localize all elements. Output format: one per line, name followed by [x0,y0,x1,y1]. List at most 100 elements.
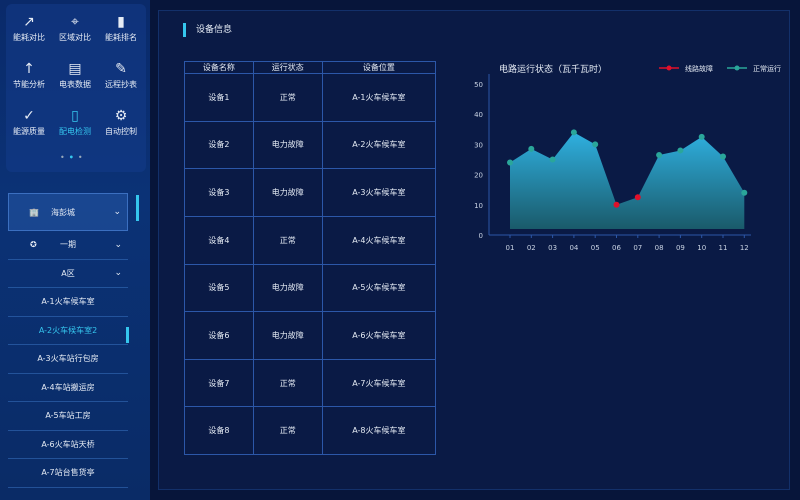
x-tick-label: 06 [612,244,621,252]
control-icon: ⚙ [114,108,128,124]
badge-icon: ✪ [30,240,37,250]
x-tick-label: 11 [719,244,728,252]
table-cell: 设备3 [184,168,254,217]
fault-point[interactable] [613,201,620,208]
location-pin-icon: ⌖ [71,14,79,30]
legend-marker [666,65,672,71]
tree-item[interactable]: A-2火车候车室2 [8,317,128,345]
table-row: 设备6 电力故障 A-6火车候车室 [184,311,437,360]
tree-item[interactable]: A-4车站搬运房 [8,374,128,402]
normal-point[interactable] [570,129,577,136]
table-cell: A-2火车候车室 [321,120,437,170]
building-icon: 🏢 [29,207,39,217]
table-cell: 设备5 [184,263,254,313]
menu-item[interactable]: ↑ 节能分析 [6,59,52,90]
chart-title: 电路运行状态（瓦千瓦时） [499,63,607,75]
growth-chart-icon: ↑ [23,61,35,77]
menu-label: 配电检测 [59,127,91,136]
x-tick-label: 09 [676,244,685,252]
menu-label: 能源质量 [13,127,45,136]
menu-label: 节能分析 [13,80,45,89]
table-cell: A-8火车候车室 [321,406,437,455]
legend-label: 线路故障 [685,64,713,73]
trend-line-icon: ↗ [23,14,35,30]
x-tick-label: 01 [506,244,515,252]
city-label: 海彭城 [50,207,75,217]
normal-point[interactable] [528,145,535,152]
y-tick-label: 10 [474,202,483,210]
table-row: 设备4 正常 A-4火车候车室 [184,215,437,265]
menu-item[interactable]: ✓ 能源质量 [6,106,52,137]
menu-item[interactable]: ↗ 能耗对比 [6,12,52,43]
normal-point[interactable] [656,151,663,158]
normal-point[interactable] [507,159,513,166]
table-cell: A-4火车候车室 [321,215,437,265]
main-panel: 设备信息 设备名称 运行状态 设备位置 设备1 正常 A-1火车候车室 设备2 电力故障… [158,10,790,490]
page-dots[interactable]: ••• [60,153,87,162]
zone-label: A区 [61,268,75,278]
menu-item[interactable]: ▯ 配电检测 [52,106,98,137]
chevron-down-icon: ⌄ [113,207,121,217]
menu-label: 自动控制 [105,127,137,136]
table-cell: 设备1 [184,73,254,122]
menu-item[interactable]: ⌖ 区域对比 [52,12,98,43]
table-cell: 设备2 [184,120,254,170]
clipboard-icon: ✎ [115,61,127,77]
fault-point[interactable] [634,194,641,201]
y-tick-label: 40 [474,111,483,119]
y-tick-label: 20 [474,172,483,180]
table-row: 设备1 正常 A-1火车候车室 [184,73,437,122]
table-cell: 设备8 [184,406,254,455]
normal-point[interactable] [720,153,726,160]
table-cell: 正常 [252,358,323,408]
tree-item[interactable]: A-5车站工房 [8,402,128,431]
col-header: 设备位置 [321,61,437,74]
y-tick-label: 30 [474,141,483,149]
page-title: 设备信息 [183,23,232,37]
table-cell: A-5火车候车室 [321,263,437,313]
tree-item[interactable]: A-6火车站天桥 [8,431,128,459]
table-cell: 正常 [252,406,323,455]
menu-item[interactable]: ⚙ 自动控制 [98,106,144,137]
table-row: 设备5 电力故障 A-5火车候车室 [184,263,437,313]
x-tick-label: 02 [527,244,536,252]
normal-point[interactable] [677,147,684,154]
normal-point[interactable] [592,141,599,148]
area-series [510,132,745,229]
table-row: 设备7 正常 A-7火车候车室 [184,358,437,408]
table-cell: 正常 [252,73,323,122]
menu-label: 电表数据 [59,80,91,89]
col-header: 设备名称 [184,61,254,74]
table-cell: 设备4 [184,215,254,265]
table-header: 设备名称 运行状态 设备位置 [184,61,437,74]
table-cell: A-6火车候车室 [321,311,437,360]
tree-item[interactable]: A-3火车站行包房 [8,345,128,374]
left-panel: ↗ 能耗对比 ⌖ 区域对比 ▮ 能耗排名 ↑ 节能分析 ▤ 电表数据 ✎ 远程抄表 ✓ 能源质量 ▯ 配电检测… [0,0,150,500]
scrollbar[interactable] [136,195,139,221]
menu-item[interactable]: ▤ 电表数据 [52,59,98,90]
normal-point[interactable] [549,156,556,163]
tree-city[interactable]: 🏢 海彭城 ⌄ [8,193,128,231]
normal-point[interactable] [698,133,705,140]
x-tick-label: 07 [633,244,642,252]
menu-item[interactable]: ✎ 远程抄表 [98,59,144,90]
table-row: 设备8 正常 A-8火车候车室 [184,406,437,455]
normal-point[interactable] [741,189,748,196]
tree-item[interactable]: A-7站台售货亭 [8,459,128,488]
phase-label: 一期 [60,240,76,250]
function-menu: ↗ 能耗对比 ⌖ 区域对比 ▮ 能耗排名 ↑ 节能分析 ▤ 电表数据 ✎ 远程抄表 ✓ 能源质量 ▯ 配电检测… [6,4,146,172]
menu-item[interactable]: ▮ 能耗排名 [98,12,144,43]
menu-label: 能耗对比 [13,33,45,42]
menu-label: 区域对比 [59,33,91,42]
x-tick-label: 05 [591,244,600,252]
y-tick-label: 0 [479,232,483,240]
chevron-down-icon: ⌄ [114,268,122,279]
x-tick-label: 12 [740,244,749,252]
bar-chart-icon: ▮ [117,14,125,30]
tree-item[interactable]: A-1火车候车室 [8,288,128,317]
x-tick-label: 08 [655,244,664,252]
tree-phase[interactable]: ✪ 一期 ⌄ [8,231,128,260]
table-cell: 电力故障 [252,120,323,170]
tree-zone[interactable]: A区 ⌄ [8,260,128,288]
table-cell: 电力故障 [252,311,323,360]
